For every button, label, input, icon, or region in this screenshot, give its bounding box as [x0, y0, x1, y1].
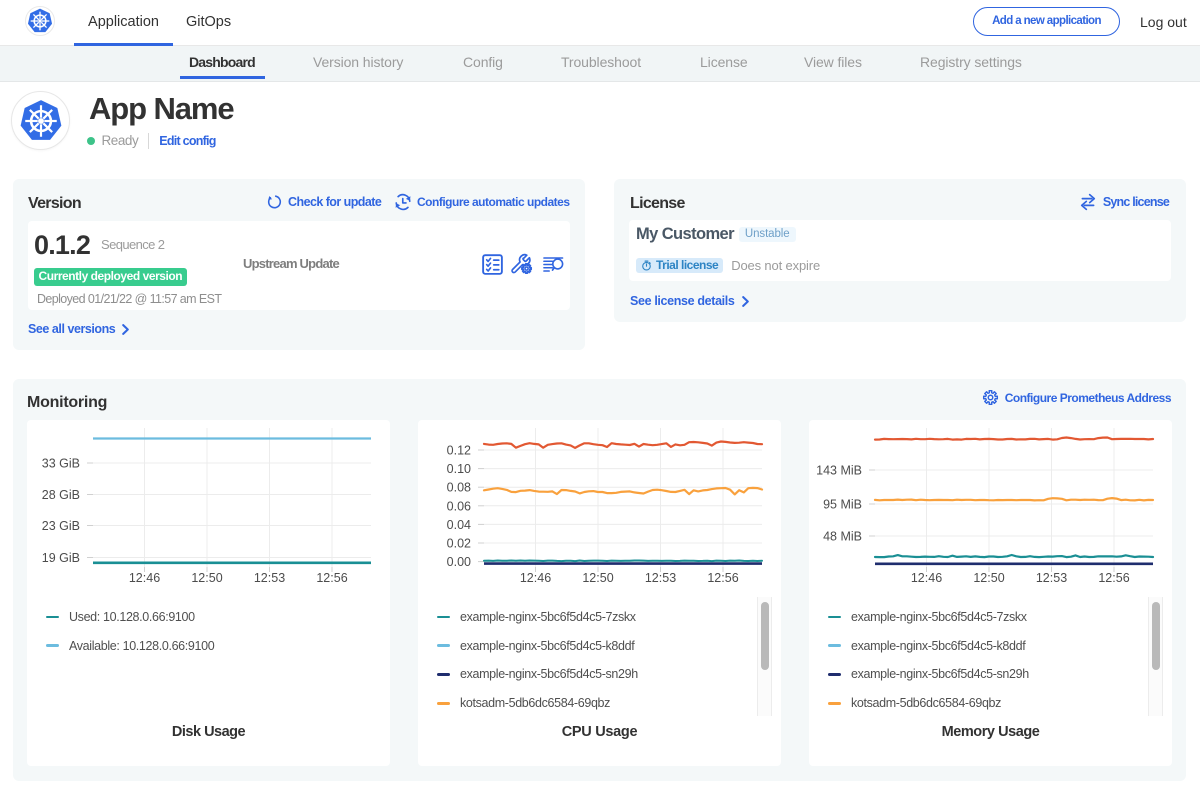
- svg-text:0.12: 0.12: [447, 444, 471, 458]
- svg-text:28 GiB: 28 GiB: [42, 488, 80, 502]
- svg-text:12:56: 12:56: [316, 571, 347, 585]
- svg-text:48 MiB: 48 MiB: [823, 530, 862, 544]
- svg-text:12:46: 12:46: [520, 571, 551, 585]
- svg-text:95 MiB: 95 MiB: [823, 498, 862, 512]
- svg-text:12:53: 12:53: [645, 571, 676, 585]
- svg-text:12:50: 12:50: [973, 571, 1004, 585]
- svg-text:23 GiB: 23 GiB: [42, 519, 80, 533]
- svg-text:12:46: 12:46: [129, 571, 160, 585]
- svg-text:33 GiB: 33 GiB: [42, 457, 80, 471]
- svg-text:12:46: 12:46: [911, 571, 942, 585]
- svg-text:12:53: 12:53: [1036, 571, 1067, 585]
- svg-text:0.08: 0.08: [447, 481, 471, 495]
- svg-text:0.02: 0.02: [447, 537, 471, 551]
- svg-text:0.00: 0.00: [447, 555, 471, 569]
- svg-text:143 MiB: 143 MiB: [816, 464, 862, 478]
- svg-text:12:56: 12:56: [1098, 571, 1129, 585]
- svg-text:0.04: 0.04: [447, 518, 471, 532]
- svg-text:19 GiB: 19 GiB: [42, 551, 80, 565]
- svg-text:12:50: 12:50: [582, 571, 613, 585]
- svg-text:12:53: 12:53: [254, 571, 285, 585]
- svg-text:0.06: 0.06: [447, 499, 471, 513]
- svg-text:12:50: 12:50: [191, 571, 222, 585]
- svg-text:0.10: 0.10: [447, 462, 471, 476]
- svg-text:12:56: 12:56: [707, 571, 738, 585]
